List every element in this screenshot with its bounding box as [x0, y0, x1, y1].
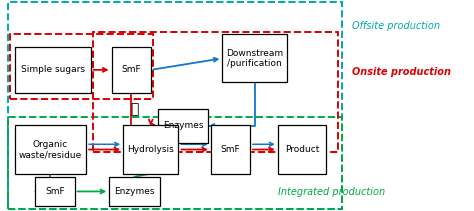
FancyBboxPatch shape	[111, 47, 151, 93]
Text: Downstream
/purification: Downstream /purification	[226, 49, 283, 68]
Bar	[10, 34, 153, 99]
Text: Enzymes: Enzymes	[114, 187, 155, 196]
FancyBboxPatch shape	[15, 125, 86, 174]
Text: Hydrolysis: Hydrolysis	[128, 145, 174, 154]
FancyBboxPatch shape	[158, 109, 209, 143]
Text: Offsite production: Offsite production	[352, 21, 440, 31]
FancyBboxPatch shape	[15, 47, 91, 93]
Text: SmF: SmF	[45, 187, 65, 196]
Text: Integrated production: Integrated production	[278, 188, 385, 197]
Text: Simple sugars: Simple sugars	[21, 65, 85, 74]
Text: Organic
waste/residue: Organic waste/residue	[18, 140, 82, 159]
FancyBboxPatch shape	[222, 34, 287, 83]
Bar	[8, 2, 342, 209]
Bar	[93, 32, 338, 152]
Text: 🚚: 🚚	[130, 103, 139, 117]
Text: Enzymes: Enzymes	[163, 122, 203, 130]
FancyBboxPatch shape	[211, 125, 250, 174]
Text: SmF: SmF	[121, 65, 141, 74]
FancyBboxPatch shape	[278, 125, 326, 174]
Bar	[8, 117, 342, 209]
Text: Onsite production: Onsite production	[352, 67, 451, 77]
Text: Product: Product	[285, 145, 319, 154]
FancyBboxPatch shape	[36, 177, 74, 206]
FancyBboxPatch shape	[123, 125, 179, 174]
FancyBboxPatch shape	[109, 177, 160, 206]
Text: SmF: SmF	[220, 145, 240, 154]
